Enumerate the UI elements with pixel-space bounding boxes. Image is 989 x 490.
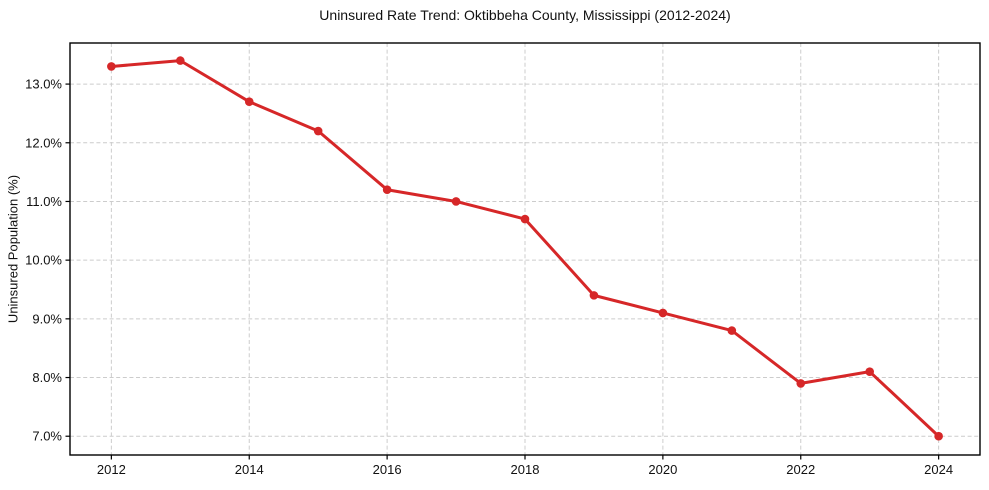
x-tick-label: 2022 (786, 462, 815, 477)
data-point-marker (382, 185, 392, 195)
x-tick-label: 2018 (511, 462, 540, 477)
data-point-marker (244, 97, 254, 106)
data-point-marker (865, 367, 874, 376)
x-tick-label: 2020 (648, 462, 677, 477)
chart-title: Uninsured Rate Trend: Oktibbeha County, … (319, 7, 731, 23)
x-tick-label: 2014 (235, 462, 264, 477)
y-tick-label: 8.0% (32, 370, 62, 385)
data-point-marker (520, 214, 530, 224)
data-point-marker (934, 431, 943, 441)
data-point-marker (107, 62, 116, 71)
data-point-marker (796, 379, 806, 388)
y-tick-label: 10.0% (25, 253, 62, 268)
data-point-marker (589, 291, 599, 300)
x-tick-label: 2024 (924, 462, 953, 477)
y-tick-label: 11.0% (26, 194, 62, 209)
y-tick-label: 7.0% (32, 429, 62, 444)
y-tick-label: 12.0% (25, 135, 62, 150)
data-point-marker (727, 326, 737, 335)
x-tick-label: 2012 (97, 462, 126, 477)
data-point-marker (658, 308, 668, 318)
y-tick-label: 9.0% (32, 311, 62, 326)
data-point-marker (313, 126, 323, 136)
data-point-marker (176, 56, 185, 65)
data-point-marker (451, 197, 461, 206)
y-tick-label: 13.0% (25, 77, 62, 92)
x-tick-label: 2016 (373, 462, 402, 477)
